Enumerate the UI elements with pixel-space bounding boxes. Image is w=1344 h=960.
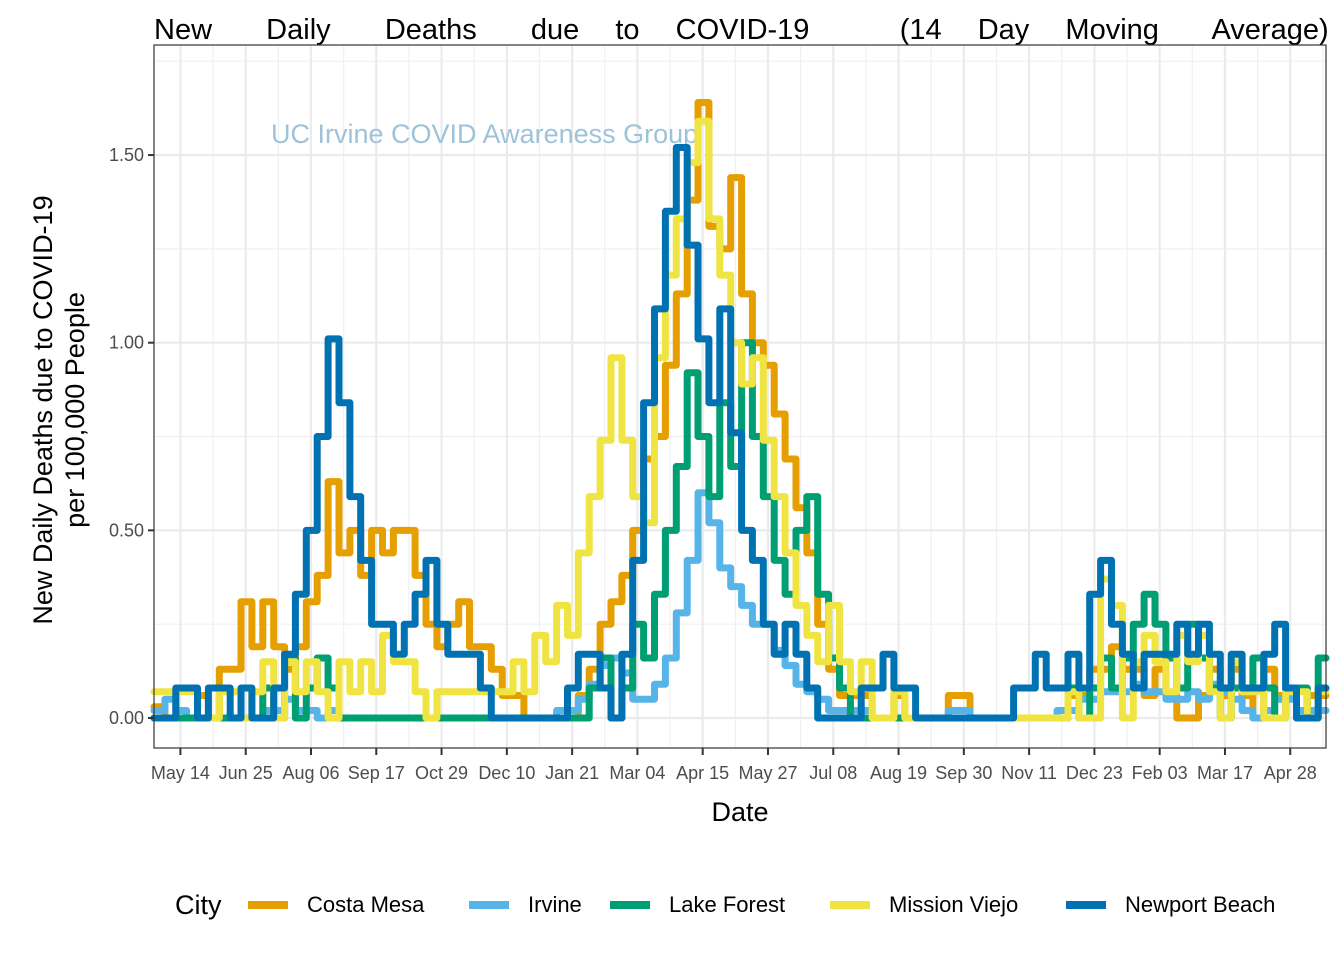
x-tick-label: Sep 17 xyxy=(348,763,405,783)
x-tick-label: Apr 28 xyxy=(1264,763,1317,783)
y-tick-label: 0.00 xyxy=(109,708,144,728)
y-tick-label: 1.00 xyxy=(109,333,144,353)
legend-label: Newport Beach xyxy=(1125,892,1275,917)
x-tick-label: Jun 25 xyxy=(219,763,273,783)
x-tick-label: Aug 06 xyxy=(282,763,339,783)
x-tick-label: Oct 29 xyxy=(415,763,468,783)
y-axis: 0.00 0.50 1.00 1.50 xyxy=(109,145,154,728)
x-tick-label: Mar 17 xyxy=(1197,763,1253,783)
legend-item-newport-beach: Newport Beach xyxy=(1066,892,1275,917)
y-tick-label: 0.50 xyxy=(109,520,144,540)
legend-key xyxy=(1066,901,1106,909)
x-tick-label: May 27 xyxy=(738,763,797,783)
legend-item-irvine: Irvine xyxy=(469,892,582,917)
x-tick-label: Dec 23 xyxy=(1066,763,1123,783)
x-tick-label: Sep 30 xyxy=(935,763,992,783)
legend-label: Irvine xyxy=(528,892,582,917)
x-tick-label: May 14 xyxy=(151,763,210,783)
plot-border xyxy=(153,44,1327,749)
legend-key xyxy=(248,901,288,909)
x-axis: May 14 Jun 25 Aug 06 Sep 17 Oct 29 Dec 10 Jan … xyxy=(151,748,1317,783)
legend-label: Mission Viejo xyxy=(889,892,1018,917)
legend-label: Lake Forest xyxy=(669,892,785,917)
y-tick-label: 1.50 xyxy=(109,145,144,165)
x-tick-label: Apr 15 xyxy=(676,763,729,783)
x-tick-label: Feb 03 xyxy=(1132,763,1188,783)
legend-key xyxy=(610,901,650,909)
legend-label: Costa Mesa xyxy=(307,892,425,917)
y-axis-title-line1: New Daily Deaths due to COVID-19 xyxy=(28,195,58,624)
legend-item-lake-forest: Lake Forest xyxy=(610,892,785,917)
x-axis-title: Date xyxy=(711,797,768,827)
series-line-newport-beach xyxy=(150,144,1330,722)
y-axis-title-line2: per 100,000 People xyxy=(60,292,90,528)
legend-key xyxy=(830,901,870,909)
x-tick-label: Aug 19 xyxy=(870,763,927,783)
x-tick-label: Mar 04 xyxy=(609,763,665,783)
legend-item-mission-viejo: Mission Viejo xyxy=(830,892,1018,917)
legend-item-costa-mesa: Costa Mesa xyxy=(248,892,425,917)
legend-key xyxy=(469,901,509,909)
legend: City Costa Mesa Irvine Lake Forest Mission … xyxy=(175,890,1275,920)
x-tick-label: Jul 08 xyxy=(809,763,857,783)
x-tick-label: Jan 21 xyxy=(545,763,599,783)
x-tick-label: Dec 10 xyxy=(478,763,535,783)
legend-title: City xyxy=(175,890,222,920)
minor-gridlines xyxy=(154,45,1326,748)
chart-title: New Daily Deaths due to COVID-19 (14 Day… xyxy=(154,14,1329,46)
x-tick-label: Nov 11 xyxy=(1001,763,1057,783)
watermark-text: UC Irvine COVID Awareness Group xyxy=(271,119,698,149)
series-lines xyxy=(150,99,1330,722)
